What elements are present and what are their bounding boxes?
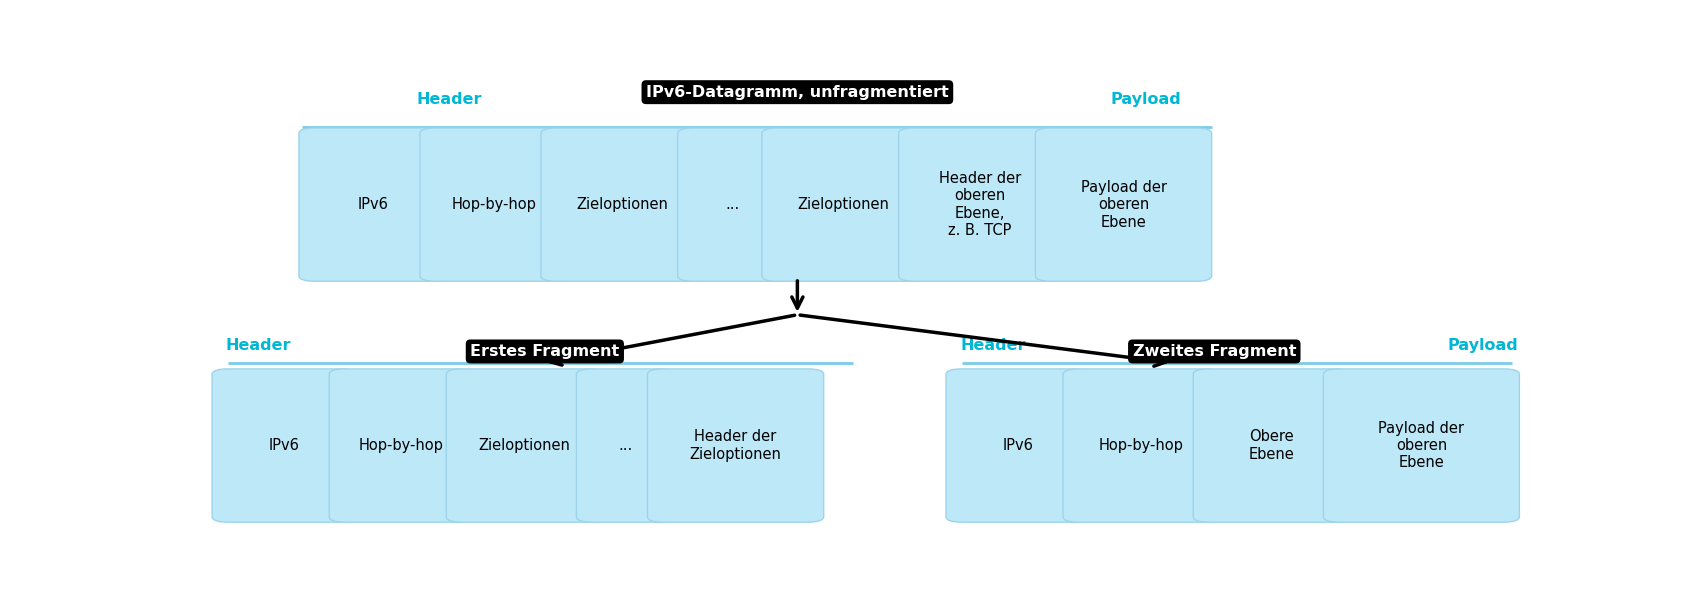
Text: IPv6: IPv6 — [356, 197, 389, 212]
FancyBboxPatch shape — [541, 128, 704, 281]
Text: Payload der
oberen
Ebene: Payload der oberen Ebene — [1081, 180, 1166, 229]
Text: Payload: Payload — [1110, 92, 1181, 107]
Text: ...: ... — [618, 438, 633, 453]
FancyBboxPatch shape — [419, 128, 567, 281]
Text: Header der
Zieloptionen: Header der Zieloptionen — [689, 429, 782, 462]
Text: Zieloptionen: Zieloptionen — [577, 197, 669, 212]
Text: Hop-by-hop: Hop-by-hop — [1100, 438, 1185, 453]
Text: Header der
oberen
Ebene,
z. B. TCP: Header der oberen Ebene, z. B. TCP — [938, 171, 1022, 238]
FancyBboxPatch shape — [212, 369, 355, 522]
FancyBboxPatch shape — [1193, 369, 1349, 522]
Text: Zieloptionen: Zieloptionen — [479, 438, 570, 453]
Text: Header: Header — [416, 92, 482, 107]
Text: Hop-by-hop: Hop-by-hop — [451, 197, 536, 212]
Text: Zweites Fragment: Zweites Fragment — [1132, 344, 1297, 359]
Text: IPv6: IPv6 — [268, 438, 299, 453]
Text: Payload der
oberen
Ebene: Payload der oberen Ebene — [1378, 421, 1465, 470]
Text: Erstes Fragment: Erstes Fragment — [470, 344, 619, 359]
FancyBboxPatch shape — [329, 369, 472, 522]
FancyBboxPatch shape — [1062, 369, 1220, 522]
FancyBboxPatch shape — [899, 128, 1062, 281]
Text: IPv6: IPv6 — [1003, 438, 1033, 453]
FancyBboxPatch shape — [677, 128, 787, 281]
FancyBboxPatch shape — [1035, 128, 1212, 281]
Text: Header: Header — [226, 338, 290, 353]
Text: Zieloptionen: Zieloptionen — [798, 197, 889, 212]
Text: Header: Header — [961, 338, 1027, 353]
Text: IPv6-Datagramm, unfragmentiert: IPv6-Datagramm, unfragmentiert — [647, 85, 949, 100]
FancyBboxPatch shape — [446, 369, 602, 522]
FancyBboxPatch shape — [577, 369, 674, 522]
FancyBboxPatch shape — [648, 369, 823, 522]
FancyBboxPatch shape — [299, 128, 446, 281]
FancyBboxPatch shape — [945, 369, 1089, 522]
FancyBboxPatch shape — [1324, 369, 1519, 522]
Text: Hop-by-hop: Hop-by-hop — [358, 438, 443, 453]
Text: Payload: Payload — [1448, 338, 1517, 353]
Text: Obere
Ebene: Obere Ebene — [1249, 429, 1295, 462]
Text: ...: ... — [726, 197, 740, 212]
FancyBboxPatch shape — [762, 128, 925, 281]
